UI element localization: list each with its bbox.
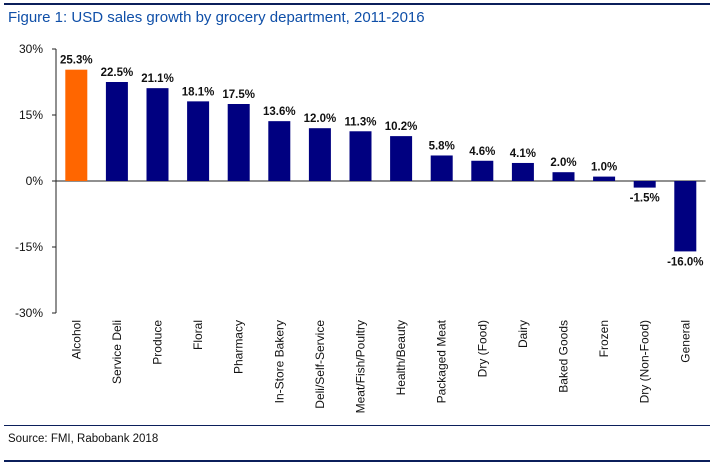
x-tick-label: Packaged Meat [435,319,449,403]
bar-produce [146,88,169,181]
bar-frozen [593,176,616,181]
bar-deli-self-service [308,128,331,181]
x-tick-label: Baked Goods [557,320,571,393]
x-tick-label: Produce [151,320,165,365]
bar-dairy [511,162,534,181]
bars [65,69,697,252]
x-tick-label: Deli/Self-Service [313,320,327,409]
value-label: 4.6% [469,146,495,158]
bar-alcohol [65,69,88,181]
value-label: 25.3% [60,55,93,67]
y-tick-label: 30% [19,42,43,56]
value-label: 1.0% [591,162,617,174]
value-label: 13.6% [263,106,296,118]
bottom-rule [4,460,710,462]
value-label: 2.0% [550,157,576,169]
value-label: 21.1% [141,73,174,85]
value-label: 17.5% [222,89,255,101]
x-tick-label: Alcohol [69,320,83,359]
source-note: Source: FMI, Rabobank 2018 [8,433,159,445]
x-tick-label: Dairy [516,320,530,348]
x-tick-label: Health/Beauty [394,320,408,395]
x-tick-label: Meat/Fish/Poultry [354,320,368,413]
value-label: 11.3% [345,116,377,128]
value-label: -16.0% [667,256,703,268]
value-label: 10.2% [385,121,418,133]
x-tick-label: Dry (Food) [475,320,489,377]
bar-dry-food- [471,160,494,181]
value-label: -1.5% [630,193,660,205]
bar-service-deli [105,82,128,181]
value-label: 12.0% [304,113,337,125]
x-tick-label: In-Store Bakery [272,320,286,403]
y-tick-label: -15% [15,240,43,254]
bar-meat-fish-poultry [349,131,372,181]
x-tick-label: Floral [191,320,205,350]
x-tick-label: General [678,320,692,363]
bar-general [674,181,697,252]
x-tick-label: Service Deli [110,320,124,384]
y-tick-label: 0% [26,174,44,188]
bar-in-store-bakery [268,121,291,181]
value-label: 22.5% [101,67,134,79]
value-label: 5.8% [429,140,455,152]
chart-title: Figure 1: USD sales growth by grocery de… [8,9,425,26]
x-tick-label: Pharmacy [232,320,246,374]
value-label: 4.1% [510,148,536,160]
bar-pharmacy [227,104,250,181]
rule-above-source [4,425,710,426]
y-tick-label: -30% [15,306,43,320]
top-rule [4,3,710,5]
bar-floral [187,101,210,181]
bar-health-beauty [390,136,413,181]
x-tick-label: Frozen [597,320,611,357]
value-label: 18.1% [182,86,215,98]
bar-dry-non-food- [633,181,656,188]
value-labels: 25.3% 22.5% 21.1% 18.1% 17.5% 13.6% 12.0% 11.3%… [60,55,704,269]
x-tick-label: Dry (Non-Food) [638,320,652,403]
bar-packaged-meat [430,155,453,181]
y-tick-label: 15% [19,108,43,122]
x-tick-labels: Alcohol Service Deli Produce Floral Pharmacy… [69,319,692,413]
bar-baked-goods [552,172,575,181]
